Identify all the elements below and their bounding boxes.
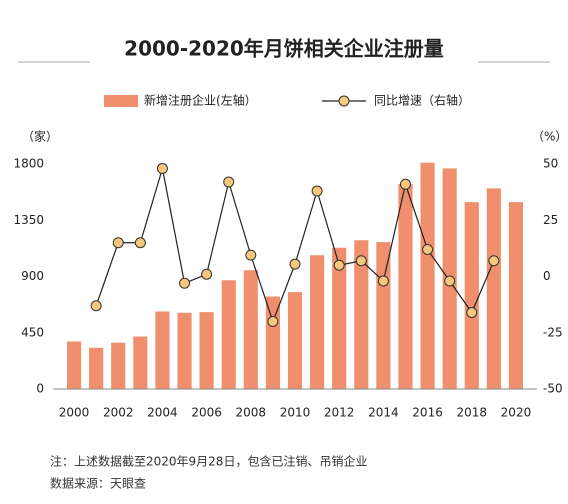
bar <box>508 202 524 389</box>
marker <box>488 255 500 267</box>
x-tick-label: 2014 <box>368 406 399 420</box>
marker <box>201 268 213 280</box>
y2-tick-label: 0 <box>543 269 551 283</box>
marker <box>311 185 323 197</box>
bar <box>265 296 280 389</box>
y-tick-label: 900 <box>21 269 44 283</box>
note: 数据来源：天眼查 <box>50 476 146 491</box>
marker <box>289 258 301 270</box>
y-tick-label: 450 <box>21 325 44 339</box>
y-tick-label: 1800 <box>13 157 44 171</box>
y-tick-label: 0 <box>36 382 44 396</box>
x-tick-label: 2020 <box>501 406 532 420</box>
marker <box>377 275 389 287</box>
chart-title: 2000-2020年月饼相关企业注册量 <box>124 37 444 61</box>
note: 注：上述数据截至2020年9月28日，包含已注销、吊销企业 <box>50 454 367 469</box>
bar <box>486 188 501 389</box>
y2-tick-label: -25 <box>543 325 563 339</box>
y-axis-label: （家） <box>22 129 58 144</box>
bar <box>221 280 236 389</box>
y2-tick-label: 50 <box>543 157 558 171</box>
y-tick-label: 1350 <box>13 213 44 227</box>
x-tick-label: 2018 <box>456 406 487 420</box>
marker <box>112 237 124 249</box>
bar <box>310 255 325 389</box>
y2-axis-label: （%） <box>532 130 567 144</box>
marker <box>156 163 168 174</box>
x-tick-label: 2016 <box>412 406 443 420</box>
bar <box>398 184 413 389</box>
x-tick-label: 2004 <box>147 406 178 420</box>
bar <box>243 270 258 389</box>
marker <box>422 244 434 255</box>
marker <box>90 300 102 312</box>
legend-swatch <box>104 95 138 107</box>
bar <box>111 342 126 389</box>
bar <box>133 336 148 389</box>
marker <box>134 237 146 249</box>
marker <box>245 249 257 261</box>
legend-swatch <box>338 95 350 107</box>
bar <box>354 240 369 389</box>
marker <box>399 178 411 190</box>
bar <box>376 242 391 389</box>
marker <box>444 275 456 287</box>
bar <box>89 347 104 389</box>
marker <box>179 277 191 289</box>
y2-tick-label: 25 <box>543 213 558 227</box>
x-tick-label: 2010 <box>280 406 311 420</box>
bar <box>177 312 192 389</box>
x-tick-label: 2012 <box>324 406 355 420</box>
legend-label: 同比增速（右轴） <box>374 93 470 108</box>
x-tick-label: 2002 <box>103 406 134 420</box>
bar <box>287 292 303 389</box>
x-tick-label: 2000 <box>59 406 90 420</box>
marker <box>466 307 478 318</box>
marker <box>355 255 367 267</box>
bar <box>66 341 82 389</box>
x-tick-label: 2006 <box>191 406 222 420</box>
bar <box>464 202 479 389</box>
bar <box>332 247 347 389</box>
bar <box>420 162 435 389</box>
x-tick-label: 2008 <box>236 406 267 420</box>
bar <box>199 312 214 389</box>
legend-label: 新增注册企业(左轴） <box>144 93 257 108</box>
marker <box>333 259 345 271</box>
bar <box>155 311 170 389</box>
y2-tick-label: -50 <box>543 382 563 396</box>
marker <box>267 316 279 327</box>
marker <box>223 176 235 188</box>
